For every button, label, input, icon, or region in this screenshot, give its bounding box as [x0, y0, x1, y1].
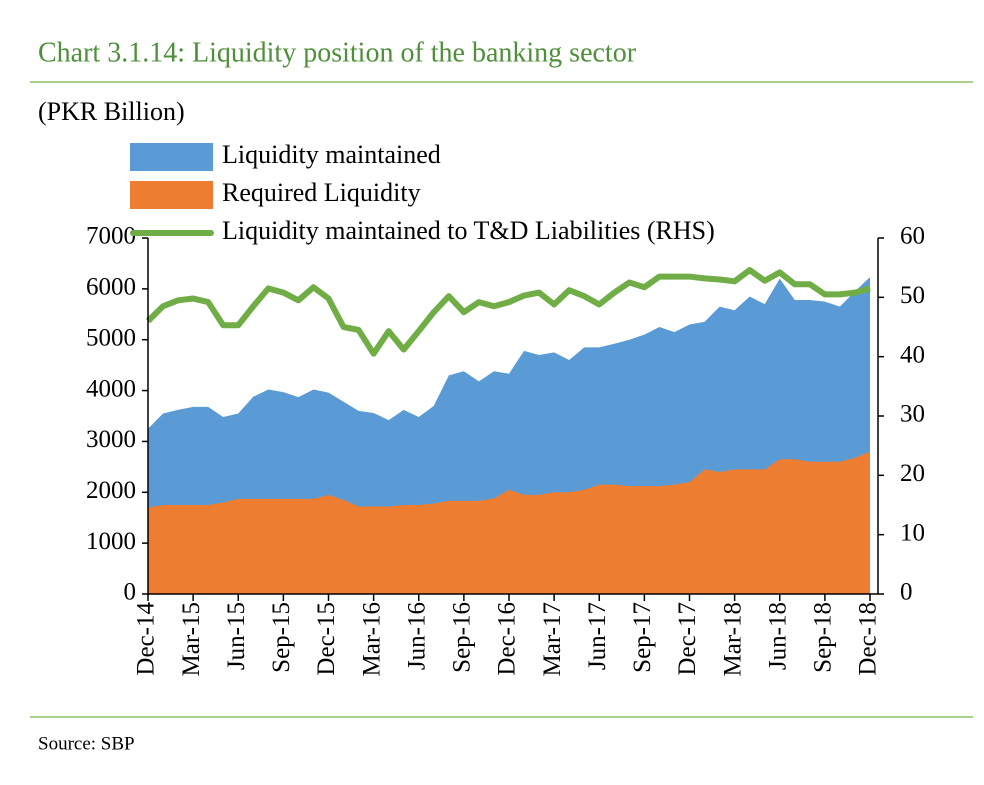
x-tick-label: Sep-16: [449, 602, 476, 673]
legend-label: Liquidity maintained: [222, 140, 441, 169]
line: [145, 267, 871, 357]
y2-tick-label: 40: [900, 341, 925, 368]
source: Source: SBP: [38, 733, 135, 754]
y2-tick-label: 0: [900, 579, 913, 606]
x-tick-label: Dec-14: [133, 602, 160, 676]
x-tick-label: Sep-18: [810, 602, 837, 673]
x-tick-label: Dec-16: [494, 602, 521, 676]
x-tick-label: Jun-18: [764, 602, 791, 670]
x-tick-label: Jun-17: [584, 602, 611, 670]
y2-tick-label: 20: [900, 460, 925, 487]
legend-label: Required Liquidity: [222, 178, 421, 207]
legend-label: Liquidity maintained to T&D Liabilities …: [222, 216, 715, 245]
x-tick-label: Sep-17: [629, 602, 656, 673]
y2-tick-label: 60: [900, 223, 925, 250]
x-tick-label: Dec-17: [674, 602, 701, 676]
x-tick-label: Mar-15: [178, 602, 205, 676]
y-tick-label: 4000: [86, 375, 136, 402]
y-tick-label: 0: [124, 579, 137, 606]
y-tick-label: 7000: [86, 223, 136, 250]
legend-swatch: [130, 143, 213, 171]
y2-tick-label: 30: [900, 401, 925, 428]
y-tick-label: 2000: [86, 477, 136, 504]
y-tick-label: 1000: [86, 528, 136, 555]
x-tick-label: Mar-17: [539, 602, 566, 676]
x-tick-label: Jun-16: [403, 602, 430, 670]
chart-title: Chart 3.1.14: Liquidity position of the …: [38, 37, 637, 68]
x-tick-label: Mar-16: [358, 602, 385, 676]
x-tick-label: Jun-15: [223, 602, 250, 670]
y2-tick-label: 10: [900, 519, 925, 546]
x-tick-label: Sep-15: [268, 602, 295, 673]
y2-tick-label: 50: [900, 282, 925, 309]
y-axis-label: (PKR Billion): [38, 97, 185, 126]
y-tick-label: 5000: [86, 324, 136, 351]
y-tick-label: 6000: [86, 274, 136, 301]
x-tick-label: Mar-18: [719, 602, 746, 676]
x-tick-label: Dec-15: [313, 602, 340, 676]
x-tick-label: Dec-18: [855, 602, 882, 676]
y-tick-label: 3000: [86, 426, 136, 453]
area: [148, 451, 870, 594]
legend-swatch: [130, 181, 213, 209]
